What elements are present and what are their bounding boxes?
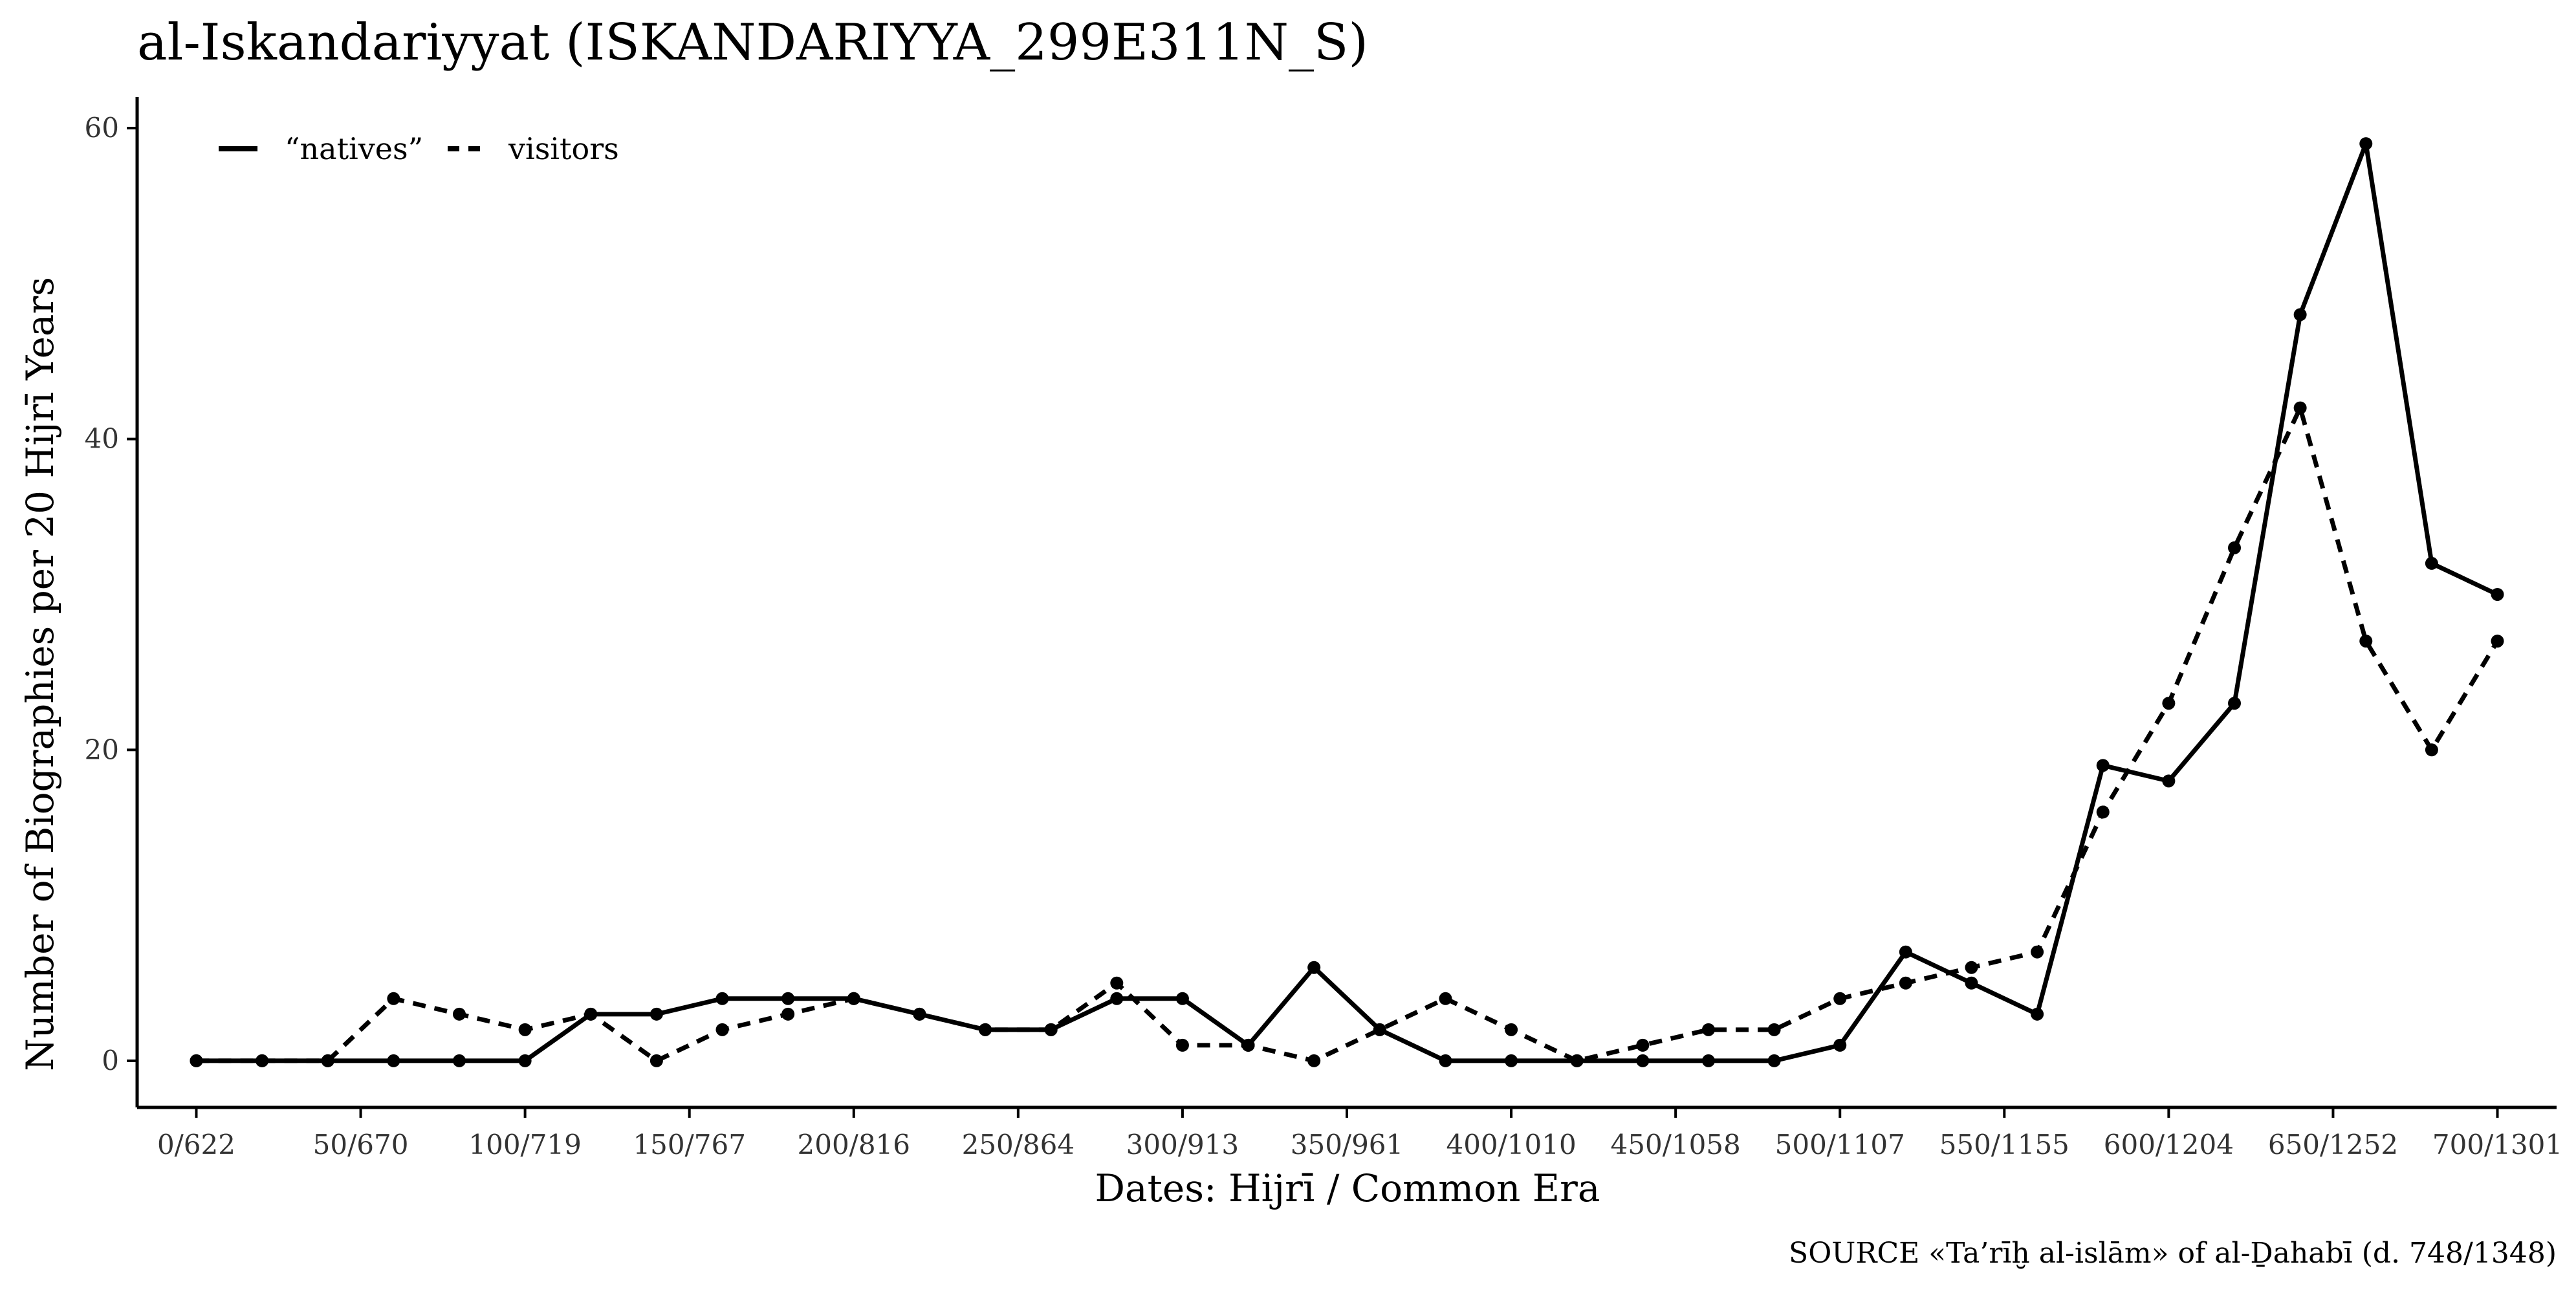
data-point-visitors xyxy=(518,1023,532,1036)
data-point-natives xyxy=(1307,961,1321,974)
series-line-natives xyxy=(196,141,2499,1063)
source-caption: SOURCE «Ta’rīḫ al-islām» of al-Ḏahabī (d… xyxy=(1789,1237,2557,1270)
data-point-visitors xyxy=(979,1023,992,1036)
data-point-visitors xyxy=(1044,1023,1058,1036)
data-point-visitors xyxy=(190,1054,203,1067)
data-point-visitors xyxy=(452,1007,466,1021)
series-layer xyxy=(190,137,2504,1067)
x-tick-label: 600/1204 xyxy=(2104,1129,2234,1160)
data-point-visitors xyxy=(2293,401,2307,415)
data-point-natives xyxy=(1505,1054,1518,1067)
data-point-natives xyxy=(452,1054,466,1067)
data-point-visitors xyxy=(2491,635,2504,648)
data-point-natives xyxy=(1701,1054,1715,1067)
data-point-natives xyxy=(1636,1054,1650,1067)
data-point-visitors xyxy=(781,1007,795,1021)
data-point-visitors xyxy=(1701,1023,1715,1036)
x-tick-label: 450/1058 xyxy=(1611,1129,1741,1160)
data-point-visitors xyxy=(1110,976,1124,990)
y-tick-label: 20 xyxy=(85,734,119,765)
data-point-natives xyxy=(781,992,795,1005)
data-point-visitors xyxy=(1899,976,1912,990)
data-point-natives xyxy=(715,992,729,1005)
data-point-visitors xyxy=(2228,541,2242,554)
data-point-visitors xyxy=(649,1054,663,1067)
x-tick-label: 300/913 xyxy=(1126,1129,1239,1160)
data-point-natives xyxy=(1899,945,1912,959)
data-point-visitors xyxy=(321,1054,334,1067)
data-point-natives xyxy=(1439,1054,1452,1067)
x-tick-label: 150/767 xyxy=(633,1129,745,1160)
x-tick-label: 200/816 xyxy=(798,1129,910,1160)
x-tick-label: 100/719 xyxy=(468,1129,581,1160)
data-point-visitors xyxy=(2359,635,2373,648)
data-point-natives xyxy=(2031,1007,2044,1021)
y-axis-ticks: 0 20 40 60 xyxy=(85,112,137,1076)
data-point-visitors xyxy=(1505,1023,1518,1036)
data-point-visitors xyxy=(1767,1023,1781,1036)
y-tick-label: 60 xyxy=(85,112,119,144)
data-point-natives xyxy=(1965,976,1978,990)
data-point-visitors xyxy=(256,1054,269,1067)
x-axis-ticks: 0/622 50/670 100/719 150/767 200/816 250/864 3… xyxy=(157,1107,2562,1160)
data-point-natives xyxy=(2359,137,2373,151)
data-point-visitors xyxy=(1833,992,1847,1005)
data-point-natives xyxy=(1175,992,1189,1005)
legend-label-natives: “natives” xyxy=(285,131,423,166)
x-tick-label: 50/670 xyxy=(313,1129,409,1160)
data-point-visitors xyxy=(1241,1038,1255,1052)
series-line-visitors xyxy=(196,406,2500,1063)
data-point-visitors xyxy=(1965,961,1978,974)
y-tick-label: 40 xyxy=(85,423,119,455)
data-point-natives xyxy=(2425,556,2438,570)
data-point-visitors xyxy=(2031,945,2044,959)
data-point-natives xyxy=(1110,992,1124,1005)
legend-label-visitors: visitors xyxy=(508,131,619,166)
data-point-natives xyxy=(1833,1038,1847,1052)
x-tick-label: 550/1155 xyxy=(1939,1129,2069,1160)
data-point-visitors xyxy=(715,1023,729,1036)
axes xyxy=(135,97,2557,1109)
x-tick-label: 400/1010 xyxy=(1446,1129,1576,1160)
data-point-visitors xyxy=(1175,1038,1189,1052)
data-point-natives xyxy=(518,1054,532,1067)
data-point-visitors xyxy=(584,1007,598,1021)
x-tick-label: 500/1107 xyxy=(1775,1129,1905,1160)
data-point-visitors xyxy=(1307,1054,1321,1067)
data-point-visitors xyxy=(1570,1054,1584,1067)
y-tick-label: 0 xyxy=(102,1045,119,1076)
data-point-natives xyxy=(1767,1054,1781,1067)
y-axis-title: Number of Biographies per 20 Hijrī Years xyxy=(18,277,62,1071)
data-point-natives xyxy=(387,1054,400,1067)
data-point-visitors xyxy=(1636,1038,1650,1052)
x-tick-label: 650/1252 xyxy=(2268,1129,2398,1160)
data-point-visitors xyxy=(2096,805,2110,819)
data-point-natives xyxy=(2228,697,2242,710)
data-point-visitors xyxy=(387,992,400,1005)
x-tick-label: 350/961 xyxy=(1291,1129,1403,1160)
data-point-natives xyxy=(2096,759,2110,772)
data-point-natives xyxy=(2293,308,2307,321)
data-point-visitors xyxy=(2162,697,2176,710)
data-point-visitors xyxy=(1373,1023,1386,1036)
data-point-natives xyxy=(649,1007,663,1021)
data-point-natives xyxy=(2491,587,2504,601)
x-axis-title: Dates: Hijrī / Common Era xyxy=(1095,1166,1600,1210)
legend: “natives” visitors xyxy=(219,131,619,166)
data-point-natives xyxy=(2162,774,2176,788)
chart-title: al-Iskandariyyat (ISKANDARIYYA_299E311N_… xyxy=(137,14,1368,72)
data-point-visitors xyxy=(2425,743,2438,757)
data-point-visitors xyxy=(847,992,860,1005)
x-tick-label: 0/622 xyxy=(157,1129,235,1160)
x-tick-label: 250/864 xyxy=(962,1129,1075,1160)
data-point-visitors xyxy=(1439,992,1452,1005)
x-tick-label: 700/1301 xyxy=(2432,1129,2562,1160)
data-point-visitors xyxy=(913,1007,926,1021)
